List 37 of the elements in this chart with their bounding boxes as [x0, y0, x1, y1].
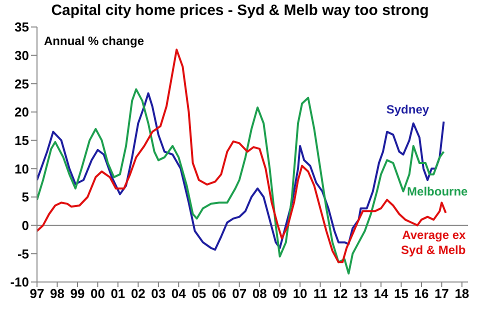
x-tick-label: 11 [313, 286, 328, 302]
x-tick-label: 05 [192, 286, 206, 302]
y-tick-label: 10 [14, 161, 29, 176]
x-tick-label: 03 [151, 286, 166, 302]
y-tick-label: 35 [14, 20, 29, 35]
x-tick-label: 12 [333, 286, 348, 302]
x-tick-label: 10 [292, 286, 308, 302]
series-label: Sydney [386, 102, 430, 117]
x-tick-label: 15 [394, 286, 408, 302]
y-tick-label: 0 [22, 218, 29, 233]
x-tick-label: 01 [110, 286, 126, 302]
y-tick-label: 5 [22, 190, 29, 205]
x-tick-label: 08 [252, 286, 267, 302]
y-tick-label: 15 [14, 132, 29, 148]
x-tick-label: 16 [414, 286, 429, 302]
y-tick-label: -10 [10, 274, 29, 290]
y-axis-title: Annual % change [44, 34, 144, 48]
x-tick-label: 09 [272, 286, 288, 302]
y-tick-label: -5 [17, 246, 29, 262]
x-tick-label: 00 [90, 286, 105, 302]
x-tick-label: 99 [70, 286, 85, 302]
x-tick-label: 02 [130, 286, 146, 302]
series-label: Average ex Syd & Melb [401, 228, 466, 257]
series-label: Melbourne [407, 184, 468, 199]
y-tick-label: 25 [14, 76, 29, 92]
y-tick-label: 20 [14, 104, 29, 120]
chart-title: Capital city home prices - Syd & Melb way too strong [50, 2, 430, 19]
x-tick-label: 04 [171, 286, 187, 302]
y-tick-label: 30 [14, 48, 29, 63]
x-tick-label: 97 [30, 286, 44, 302]
x-tick-label: 18 [454, 286, 470, 302]
x-tick-label: 14 [374, 286, 389, 302]
x-tick-label: 06 [212, 286, 226, 302]
x-tick-label: 13 [354, 286, 368, 302]
x-tick-label: 98 [50, 286, 64, 302]
x-tick-label: 17 [434, 286, 449, 302]
x-tick-label: 07 [232, 286, 247, 302]
